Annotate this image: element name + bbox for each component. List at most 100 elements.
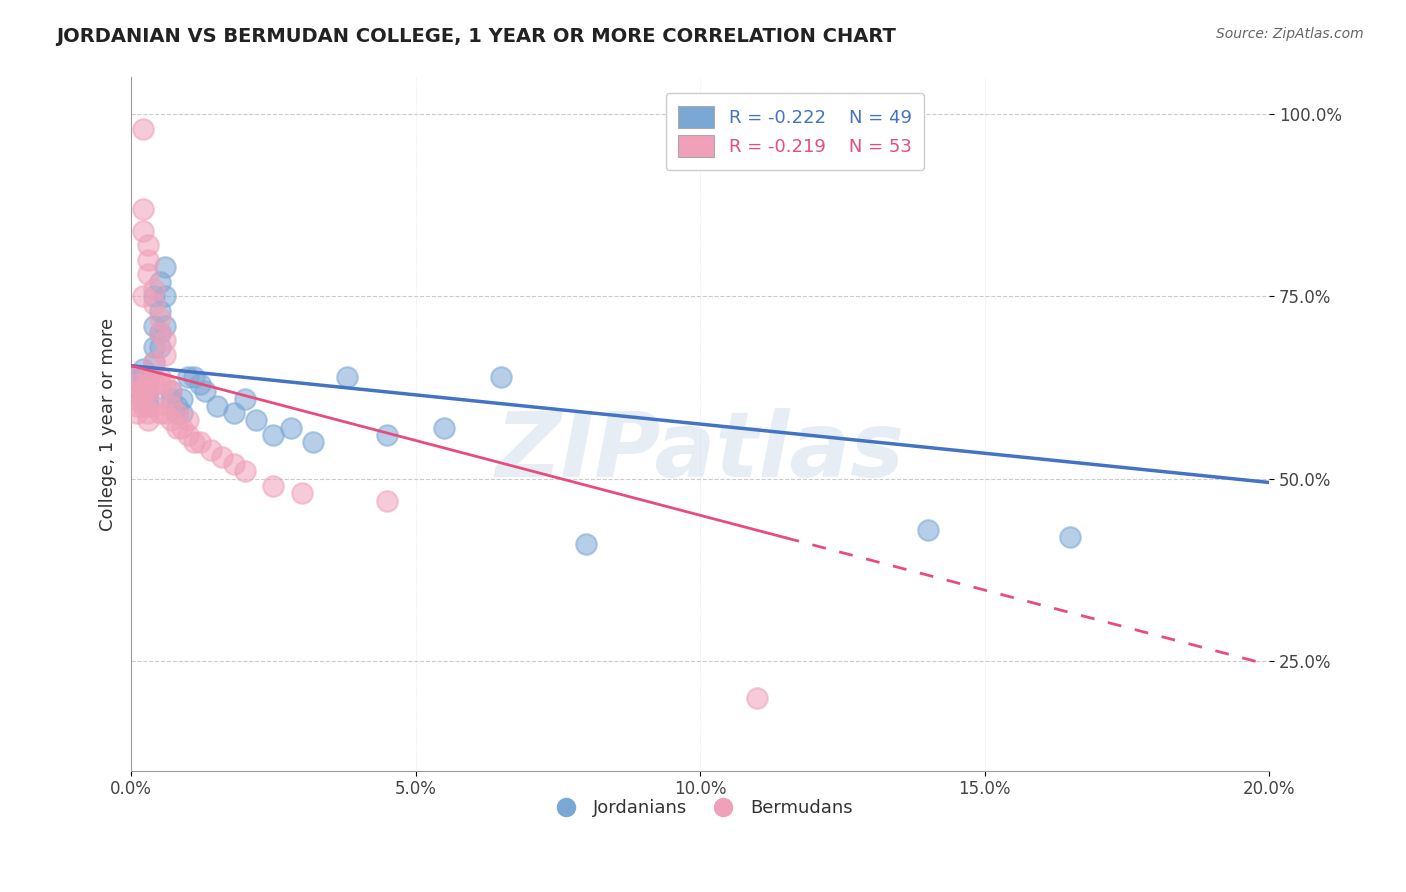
Text: Source: ZipAtlas.com: Source: ZipAtlas.com: [1216, 27, 1364, 41]
Point: [136, 268, 159, 282]
Point: [291, 486, 314, 500]
Point: [125, 369, 148, 384]
Point: [177, 428, 200, 442]
Point: [136, 238, 159, 252]
Point: [131, 362, 153, 376]
Point: [233, 465, 256, 479]
Point: [280, 421, 302, 435]
Point: [149, 304, 172, 318]
Y-axis label: College, 1 year or more: College, 1 year or more: [100, 318, 117, 531]
Point: [131, 121, 153, 136]
Point: [188, 376, 211, 391]
Point: [302, 435, 325, 450]
Point: [194, 384, 217, 399]
Point: [166, 406, 188, 420]
Point: [131, 392, 153, 406]
Point: [149, 275, 172, 289]
Point: [136, 392, 159, 406]
Point: [131, 376, 153, 391]
Point: [125, 399, 148, 413]
Point: [155, 260, 177, 275]
Point: [155, 289, 177, 303]
Point: [155, 406, 177, 420]
Point: [155, 348, 177, 362]
Point: [160, 384, 183, 399]
Point: [149, 406, 172, 420]
Point: [125, 392, 148, 406]
Point: [188, 435, 211, 450]
Point: [149, 326, 172, 340]
Text: ZIPatlas: ZIPatlas: [496, 408, 904, 496]
Point: [172, 392, 194, 406]
Point: [131, 224, 153, 238]
Point: [433, 421, 456, 435]
Text: JORDANIAN VS BERMUDAN COLLEGE, 1 YEAR OR MORE CORRELATION CHART: JORDANIAN VS BERMUDAN COLLEGE, 1 YEAR OR…: [56, 27, 896, 45]
Point: [149, 311, 172, 326]
Point: [136, 369, 159, 384]
Point: [143, 289, 166, 303]
Point: [183, 435, 205, 450]
Point: [125, 406, 148, 420]
Point: [245, 413, 267, 427]
Point: [131, 399, 153, 413]
Point: [149, 376, 172, 391]
Point: [160, 399, 183, 413]
Point: [263, 479, 285, 493]
Point: [136, 406, 159, 420]
Point: [155, 333, 177, 347]
Point: [131, 384, 153, 399]
Point: [149, 369, 172, 384]
Point: [125, 384, 148, 399]
Point: [125, 388, 148, 402]
Point: [125, 381, 148, 395]
Point: [177, 369, 200, 384]
Point: [172, 421, 194, 435]
Legend: Jordanians, Bermudans: Jordanians, Bermudans: [540, 791, 860, 824]
Point: [155, 376, 177, 391]
Point: [125, 384, 148, 399]
Point: [143, 341, 166, 355]
Point: [575, 537, 598, 551]
Point: [143, 369, 166, 384]
Point: [205, 399, 228, 413]
Point: [143, 399, 166, 413]
Point: [183, 369, 205, 384]
Point: [136, 384, 159, 399]
Point: [136, 399, 159, 413]
Point: [160, 392, 183, 406]
Point: [489, 369, 512, 384]
Point: [136, 252, 159, 267]
Point: [143, 296, 166, 310]
Point: [131, 392, 153, 406]
Point: [143, 282, 166, 296]
Point: [375, 428, 398, 442]
Point: [149, 341, 172, 355]
Point: [131, 369, 153, 384]
Point: [125, 376, 148, 391]
Point: [131, 202, 153, 216]
Point: [1059, 530, 1081, 544]
Point: [222, 406, 245, 420]
Point: [211, 450, 233, 464]
Point: [263, 428, 285, 442]
Point: [136, 413, 159, 427]
Point: [336, 369, 359, 384]
Point: [143, 318, 166, 333]
Point: [136, 376, 159, 391]
Point: [177, 413, 200, 427]
Point: [745, 690, 768, 705]
Point: [917, 523, 939, 537]
Point: [143, 355, 166, 369]
Point: [166, 399, 188, 413]
Point: [166, 421, 188, 435]
Point: [172, 406, 194, 420]
Point: [222, 457, 245, 471]
Point: [131, 384, 153, 399]
Point: [136, 384, 159, 399]
Point: [160, 384, 183, 399]
Point: [149, 326, 172, 340]
Point: [166, 406, 188, 420]
Point: [155, 318, 177, 333]
Point: [125, 369, 148, 384]
Point: [160, 413, 183, 427]
